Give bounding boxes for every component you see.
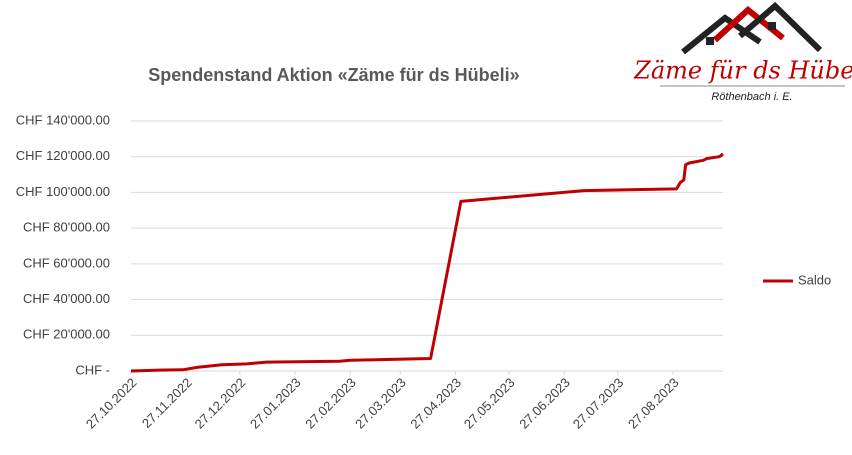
logo-roof bbox=[738, 1, 823, 53]
y-tick-label: CHF 140'000.00 bbox=[16, 112, 110, 127]
y-tick-label: CHF 80'000.00 bbox=[23, 220, 110, 235]
y-tick-label: CHF 100'000.00 bbox=[16, 184, 110, 199]
logo-window bbox=[706, 37, 714, 45]
legend-label: Saldo bbox=[798, 272, 831, 287]
chart-title: Spendenstand Aktion «Zäme für ds Hübeli» bbox=[148, 65, 519, 85]
logo-roof bbox=[681, 14, 762, 55]
logo: Zäme für ds Hübeli Röthenbach i. E. bbox=[633, 1, 852, 103]
y-tick-label: CHF 20'000.00 bbox=[23, 327, 110, 342]
y-tick-label: CHF 40'000.00 bbox=[23, 291, 110, 306]
data-line bbox=[130, 152, 724, 373]
logo-window bbox=[768, 22, 776, 30]
logo-text: Zäme für ds Hübeli bbox=[633, 57, 852, 85]
logo-subtext: Röthenbach i. E. bbox=[711, 91, 792, 103]
y-tick-label: CHF - bbox=[75, 362, 110, 377]
y-tick-label: CHF 60'000.00 bbox=[23, 255, 110, 270]
y-tick-label: CHF 120'000.00 bbox=[16, 148, 110, 163]
